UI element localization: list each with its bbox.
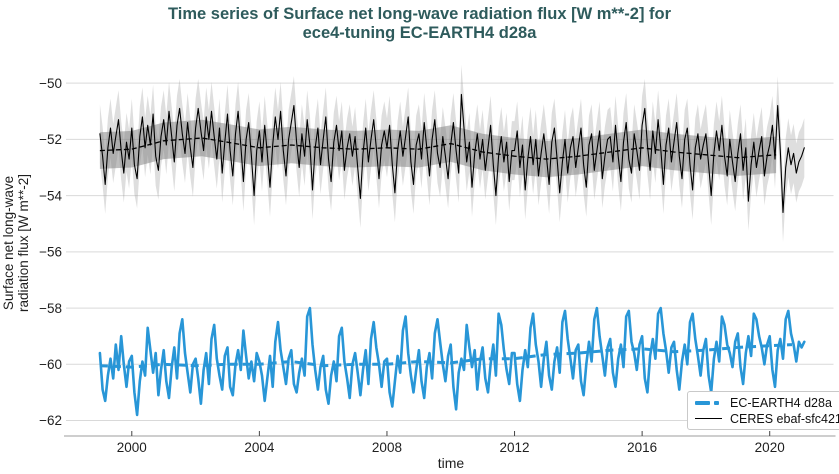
y-axis-label-line2: radiation flux [W m**-2] — [15, 173, 31, 313]
chart-title-line2: ece4-tuning EC-EARTH4 d28a — [302, 24, 537, 42]
x-tick-label: 2012 — [500, 440, 530, 455]
y-tick-label: −50 — [39, 76, 62, 91]
x-tick-label: 2000 — [117, 440, 147, 455]
ceres-inner-uncertainty — [99, 119, 777, 178]
x-tick-label: 2004 — [244, 440, 275, 455]
ec-earth4-trend-line — [99, 343, 793, 369]
chart-title-line1: Time series of Surface net long-wave rad… — [167, 5, 672, 23]
legend-item-ec-earth4: EC-EARTH4 d28a — [695, 395, 839, 410]
legend-label-ceres: CERES ebaf-sfc421 — [730, 411, 839, 426]
y-tick-label: −62 — [39, 413, 62, 428]
legend-item-ceres: CERES ebaf-sfc421 — [695, 411, 839, 426]
y-tick-label: −60 — [39, 357, 62, 372]
legend-label-ec-earth4: EC-EARTH4 d28a — [730, 395, 832, 410]
x-tick-label: 2020 — [755, 440, 785, 455]
y-axis-label-line1: Surface net long-wave — [1, 175, 16, 311]
y-tick-label: −52 — [39, 132, 62, 147]
chart-title: Time series of Surface net long-wave rad… — [0, 5, 839, 43]
x-tick-label: 2016 — [627, 440, 657, 455]
ceres-line — [99, 93, 805, 214]
y-tick-label: −54 — [39, 188, 62, 203]
solid-line-icon — [695, 418, 722, 419]
y-axis-label: Surface net long-wave radiation flux [W … — [1, 133, 32, 353]
ec-earth4-line — [98, 306, 806, 417]
x-axis-label: time — [437, 455, 465, 471]
dashed-line-icon — [695, 400, 722, 405]
x-tick-label: 2008 — [372, 440, 402, 455]
legend: EC-EARTH4 d28a CERES ebaf-sfc421 — [687, 391, 839, 430]
y-tick-label: −58 — [39, 301, 62, 316]
y-tick-label: −56 — [39, 245, 62, 260]
